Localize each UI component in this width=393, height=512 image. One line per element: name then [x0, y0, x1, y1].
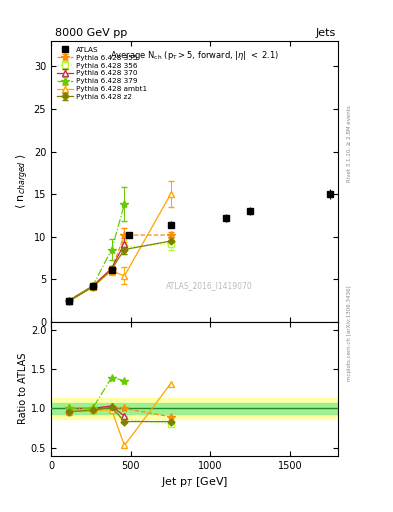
Text: mcplots.cern.ch [arXiv:1306.3436]: mcplots.cern.ch [arXiv:1306.3436] [347, 285, 352, 380]
Y-axis label: ⟨ n$_{charged}$ ⟩: ⟨ n$_{charged}$ ⟩ [15, 154, 31, 209]
X-axis label: Jet p$_{T}$ [GeV]: Jet p$_{T}$ [GeV] [161, 475, 228, 489]
Text: ATLAS_2016_I1419070: ATLAS_2016_I1419070 [165, 281, 252, 290]
Y-axis label: Ratio to ATLAS: Ratio to ATLAS [18, 353, 28, 424]
Legend: ATLAS, Pythia 6.428 355, Pythia 6.428 356, Pythia 6.428 370, Pythia 6.428 379, P: ATLAS, Pythia 6.428 355, Pythia 6.428 35… [55, 45, 149, 102]
Text: Average N$_{\rm ch}$ (p$_{\rm T}$$>$5, forward, |$\eta$| $<$ 2.1): Average N$_{\rm ch}$ (p$_{\rm T}$$>$5, f… [110, 49, 279, 62]
Text: Jets: Jets [316, 28, 336, 38]
Text: 8000 GeV pp: 8000 GeV pp [55, 28, 127, 38]
Text: Rivet 3.1.10, ≥ 2.8M events: Rivet 3.1.10, ≥ 2.8M events [347, 105, 352, 182]
